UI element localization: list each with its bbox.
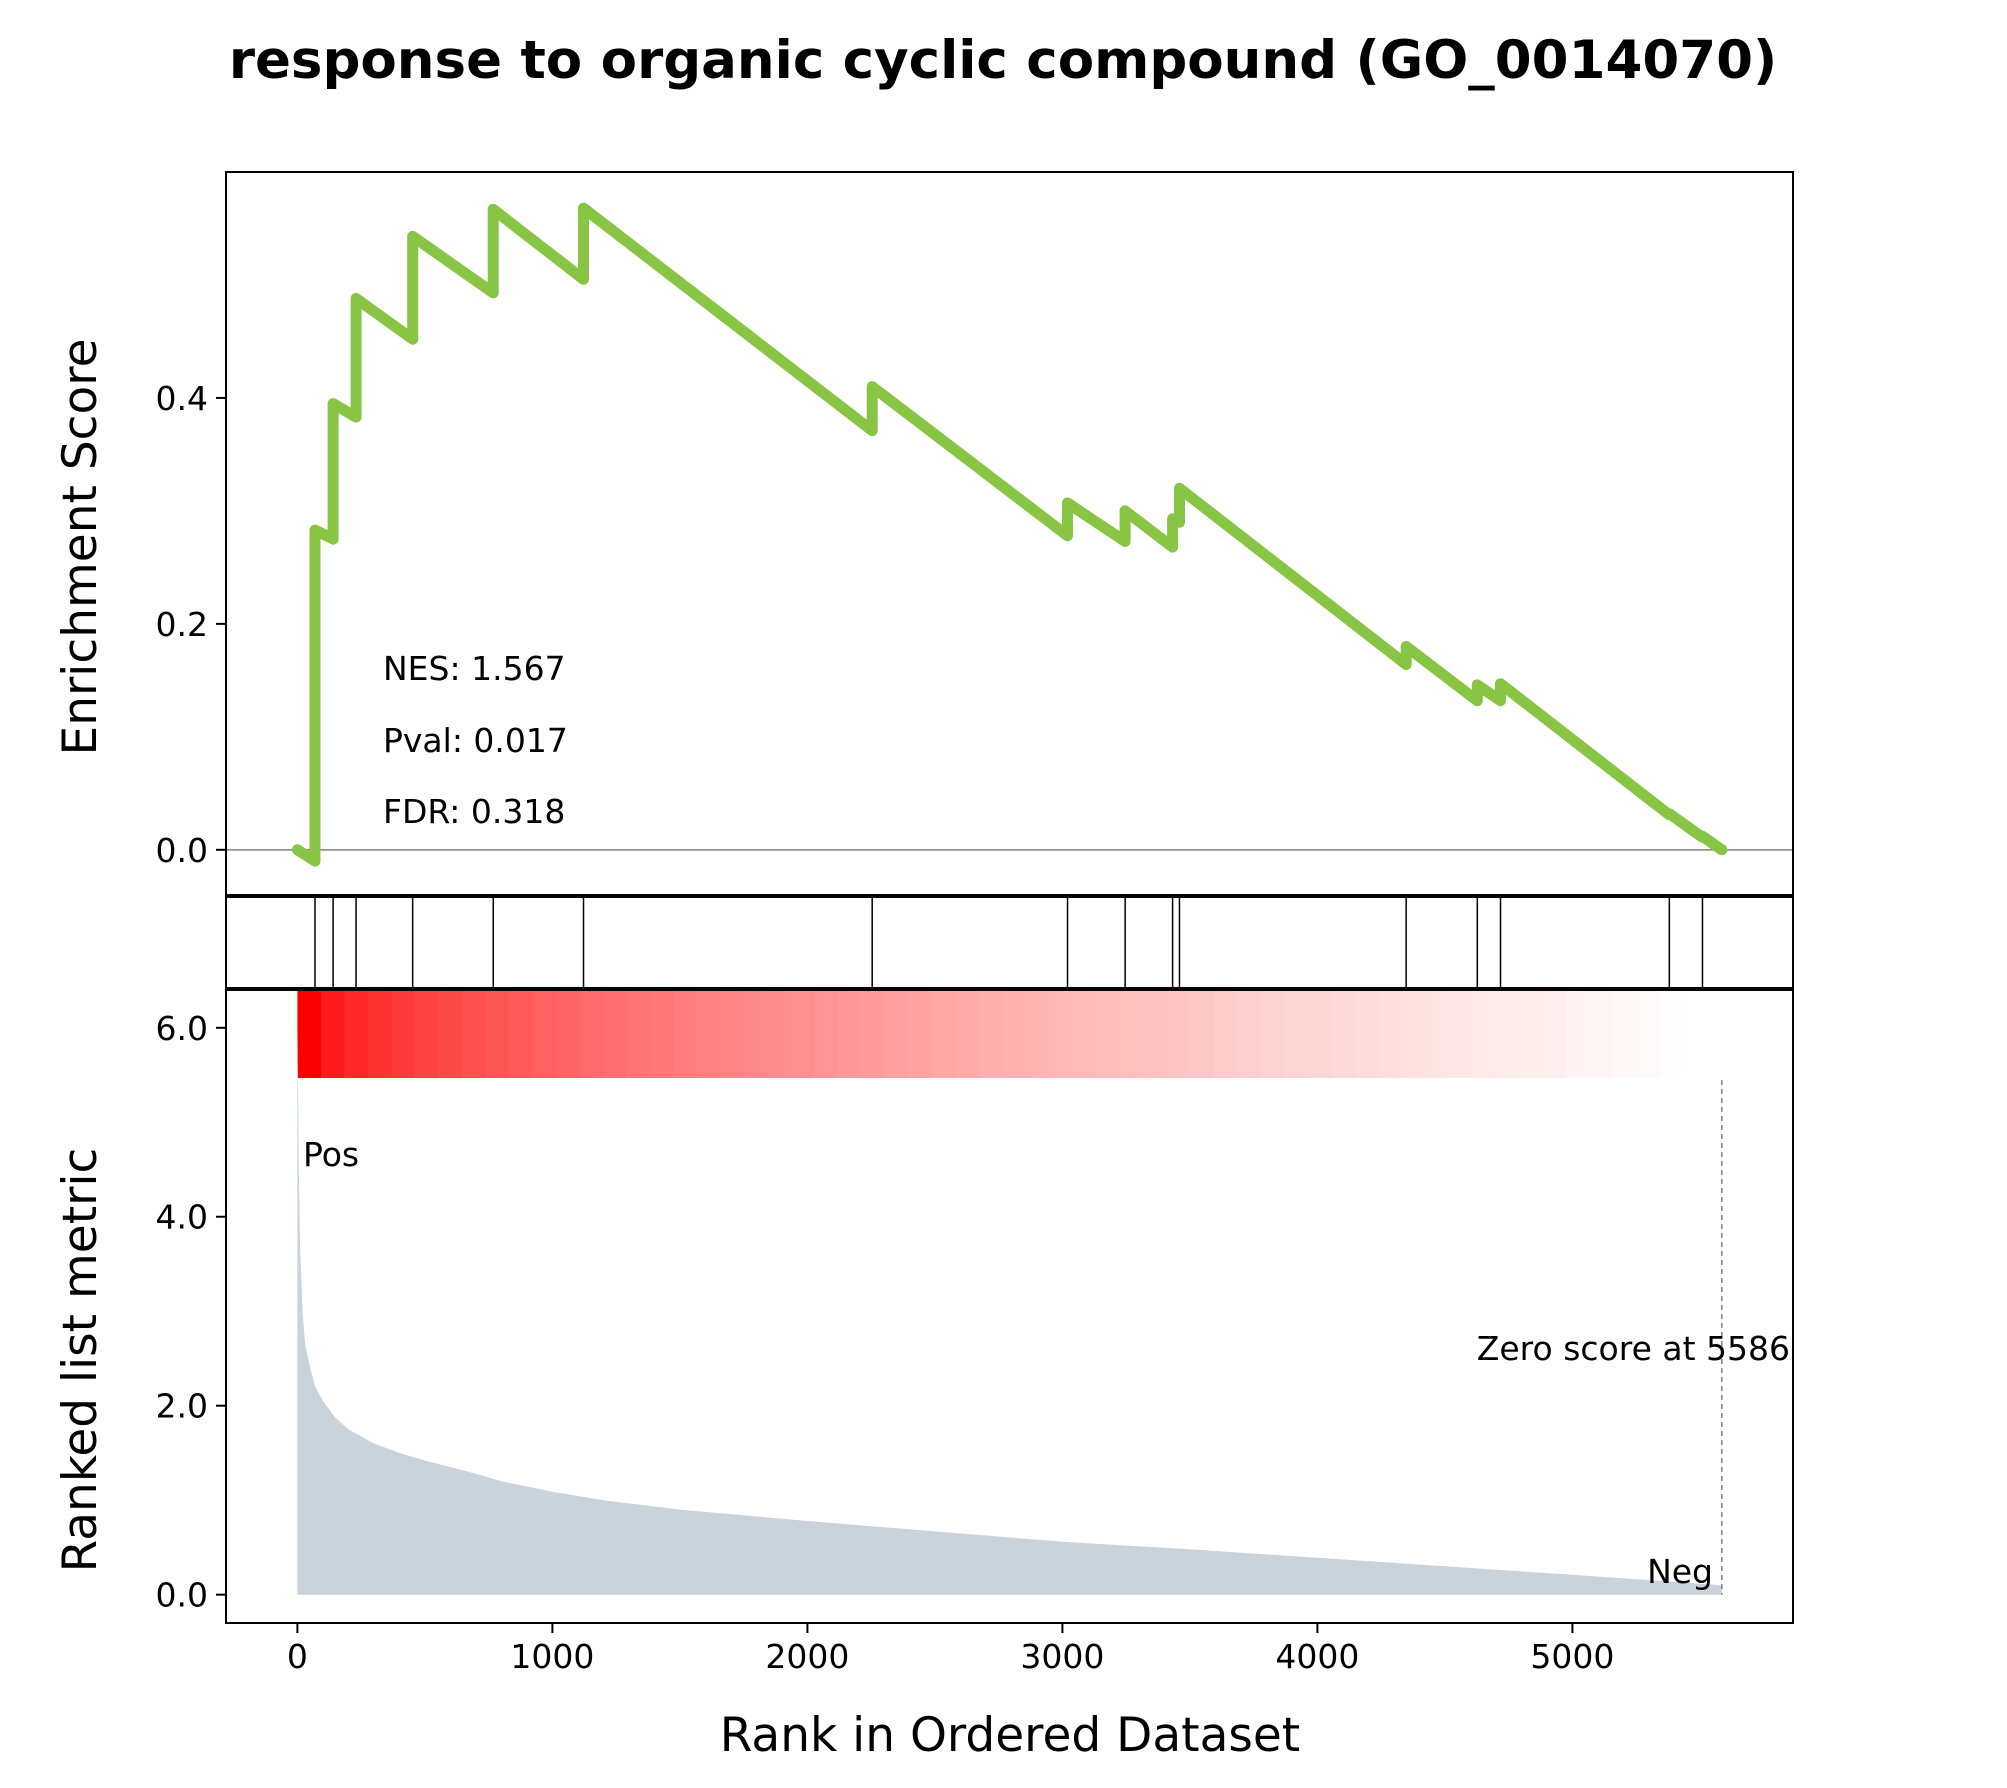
rank-y-tick-label: 4.0 <box>156 1198 208 1237</box>
heatmap-cell <box>1260 990 1285 1078</box>
heatmap-cell <box>1354 990 1379 1078</box>
heatmap-cell <box>1659 990 1685 1078</box>
heatmap-cell <box>931 990 956 1078</box>
heatmap-cell <box>1096 990 1121 1078</box>
heatmap-cell <box>1518 990 1544 1078</box>
heatmap-cell <box>1589 990 1614 1078</box>
heatmap-cell <box>1049 990 1074 1078</box>
rank-heatmap-strip <box>297 990 1708 1078</box>
heatmap-cell <box>861 990 886 1078</box>
heatmap-cell <box>1190 990 1215 1078</box>
x-tick-label: 1000 <box>510 1637 594 1676</box>
x-tick-label: 4000 <box>1275 1637 1359 1676</box>
heatmap-cell <box>485 990 510 1078</box>
heatmap-cell <box>1471 990 1497 1078</box>
heatmap-cell <box>720 990 745 1078</box>
heatmap-cell <box>1284 990 1309 1078</box>
heatmap-cell <box>1495 990 1520 1078</box>
heatmap-cell <box>344 990 369 1078</box>
x-tick-label: 5000 <box>1530 1637 1614 1676</box>
es-y-tick-label: 0.4 <box>156 379 208 418</box>
fdr-stat: FDR: 0.318 <box>383 792 565 831</box>
pos-label: Pos <box>303 1135 359 1174</box>
es-y-tick-label: 0.0 <box>156 831 208 870</box>
heatmap-cell <box>1072 990 1097 1078</box>
heatmap-cell <box>767 990 792 1078</box>
rank-y-ticks: 0.0 2.0 4.0 6.0 <box>156 1009 226 1615</box>
es-curve <box>291 202 1728 867</box>
heatmap-cell <box>814 990 839 1078</box>
hit-lines <box>314 897 1704 988</box>
heatmap-cell <box>320 990 346 1078</box>
heatmap-cell <box>955 990 980 1078</box>
heatmap-cell <box>1565 990 1591 1078</box>
heatmap-cell <box>414 990 440 1078</box>
heatmap-cell <box>649 990 675 1078</box>
heatmap-cell <box>508 990 534 1078</box>
es-y-tick-label: 0.2 <box>156 605 208 644</box>
chart-title: response to organic cyclic compound (GO_… <box>229 30 1777 91</box>
pval-stat: Pval: 0.017 <box>383 721 568 760</box>
nes-stat: NES: 1.567 <box>383 649 566 688</box>
heatmap-cell <box>579 990 604 1078</box>
heatmap-cell <box>1683 990 1708 1078</box>
heatmap-cell <box>602 990 628 1078</box>
heatmap-cell <box>978 990 1003 1078</box>
heatmap-cell <box>1025 990 1050 1078</box>
hits-panel-frame <box>225 896 1794 989</box>
heatmap-cell <box>908 990 933 1078</box>
heatmap-cell <box>626 990 651 1078</box>
heatmap-cell <box>555 990 581 1078</box>
ranked-metric-area <box>297 1013 1722 1595</box>
heatmap-cell <box>1612 990 1638 1078</box>
heatmap-cell <box>1119 990 1144 1078</box>
heatmap-cell <box>790 990 816 1078</box>
heatmap-cell <box>391 990 416 1078</box>
heatmap-cell <box>673 990 698 1078</box>
heatmap-cell <box>1424 990 1450 1078</box>
rank-y-tick-label: 6.0 <box>156 1009 208 1048</box>
rank-y-tick-label: 0.0 <box>156 1576 208 1615</box>
x-tick-label: 2000 <box>765 1637 849 1676</box>
rank-y-tick-label: 2.0 <box>156 1387 208 1426</box>
heatmap-cell <box>1143 990 1168 1078</box>
heatmap-cell <box>438 990 463 1078</box>
gene-hits-panel <box>225 896 1794 989</box>
ranked-list-panel: Pos Neg Zero score at 5586 0.02.04.06.0 … <box>53 989 1794 1763</box>
heatmap-cell <box>1401 990 1426 1078</box>
rank-panel-frame <box>225 989 1794 1624</box>
heatmap-cell <box>1213 990 1238 1078</box>
rank-y-axis-label: Ranked list metric <box>53 1148 108 1573</box>
rank-x-ticks: 0 1000 2000 3000 4000 5000 <box>287 1623 1614 1676</box>
x-axis-label: Rank in Ordered Dataset <box>720 1708 1300 1763</box>
es-y-ticks: 0.0 0.2 0.4 <box>156 379 226 870</box>
heatmap-cell <box>1636 990 1661 1078</box>
x-tick-label: 3000 <box>1020 1637 1104 1676</box>
heatmap-cell <box>297 990 322 1078</box>
zero-cross-label: Zero score at 5586 <box>1477 1329 1790 1368</box>
es-y-axis-label: Enrichment Score <box>53 339 108 756</box>
heatmap-cell <box>1377 990 1403 1078</box>
heatmap-cell <box>461 990 487 1078</box>
heatmap-cell <box>696 990 722 1078</box>
heatmap-cell <box>1307 990 1332 1078</box>
heatmap-cell <box>837 990 862 1078</box>
heatmap-cell <box>1448 990 1473 1078</box>
heatmap-cell <box>1542 990 1567 1078</box>
heatmap-cell <box>367 990 393 1078</box>
heatmap-cell <box>532 990 557 1078</box>
heatmap-cell <box>743 990 769 1078</box>
heatmap-cell <box>884 990 909 1078</box>
enrichment-score-panel: 0.0 0.2 0.4 Enrichment Score NES: 1.567 Pv… <box>53 171 1794 896</box>
heatmap-cell <box>1237 990 1262 1078</box>
heatmap-cell <box>1002 990 1027 1078</box>
neg-label: Neg <box>1647 1552 1713 1591</box>
x-tick-label: 0 <box>287 1637 308 1676</box>
es-panel-frame <box>225 171 1794 896</box>
heatmap-cell <box>1330 990 1356 1078</box>
heatmap-cell <box>1166 990 1191 1078</box>
